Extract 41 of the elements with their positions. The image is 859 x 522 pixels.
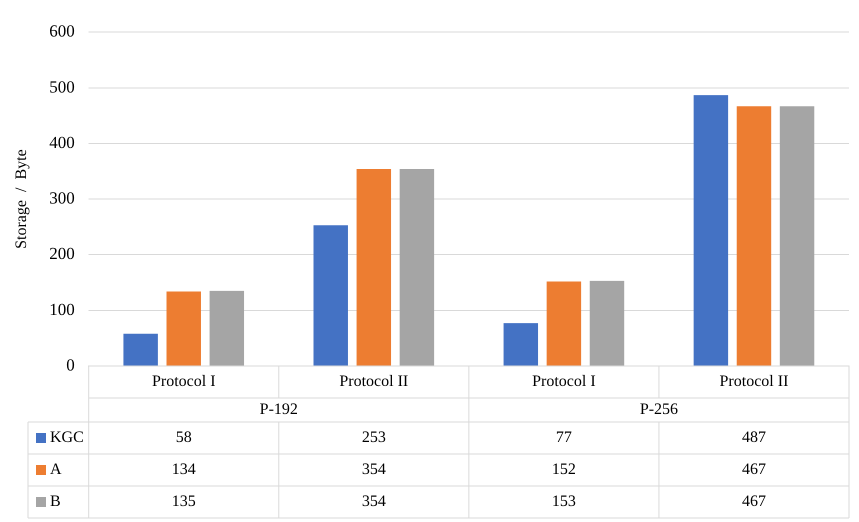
legend-label: B: [50, 493, 61, 510]
y-tick-label: 0: [66, 355, 75, 374]
data-label: 77: [556, 429, 572, 446]
bar: [694, 95, 728, 366]
data-label: 135: [172, 493, 196, 510]
bar: [123, 334, 158, 366]
bar: [210, 290, 244, 366]
bar: [166, 291, 201, 366]
data-label: 467: [742, 461, 766, 478]
data-label: 134: [172, 461, 196, 478]
data-label: 354: [362, 493, 386, 510]
data-label: 152: [552, 461, 576, 478]
y-tick-label: 100: [49, 300, 75, 319]
data-label: 354: [362, 461, 386, 478]
bar: [356, 169, 392, 366]
data-label: 253: [362, 429, 386, 446]
text: P-256: [640, 401, 678, 418]
x-tick-label: Protocol I: [532, 373, 596, 390]
x-tick-label: Protocol I: [152, 373, 216, 390]
x-tick-label: Protocol II: [339, 373, 408, 390]
x-tick-label: Protocol II: [720, 373, 788, 390]
data-label: 467: [742, 493, 766, 510]
bar: [546, 281, 582, 366]
legend-label: A: [50, 461, 62, 478]
data-label: 487: [742, 429, 766, 446]
bar: [590, 280, 624, 366]
bar: [780, 106, 814, 366]
data-label: 58: [176, 429, 192, 446]
bar: [313, 225, 348, 366]
bar: [400, 169, 434, 366]
y-tick-label: 300: [49, 188, 75, 208]
y-tick-label: 200: [49, 244, 75, 264]
y-tick-label: 500: [49, 77, 75, 96]
bar: [736, 106, 772, 366]
y-axis-title: Storage / Byte: [12, 149, 30, 249]
text: P-192: [260, 401, 298, 418]
y-tick-label: 400: [49, 132, 75, 152]
legend-label: KGC: [50, 429, 84, 446]
data-label: 153: [552, 493, 576, 510]
bar: [504, 323, 538, 366]
y-tick-label: 600: [49, 22, 75, 41]
